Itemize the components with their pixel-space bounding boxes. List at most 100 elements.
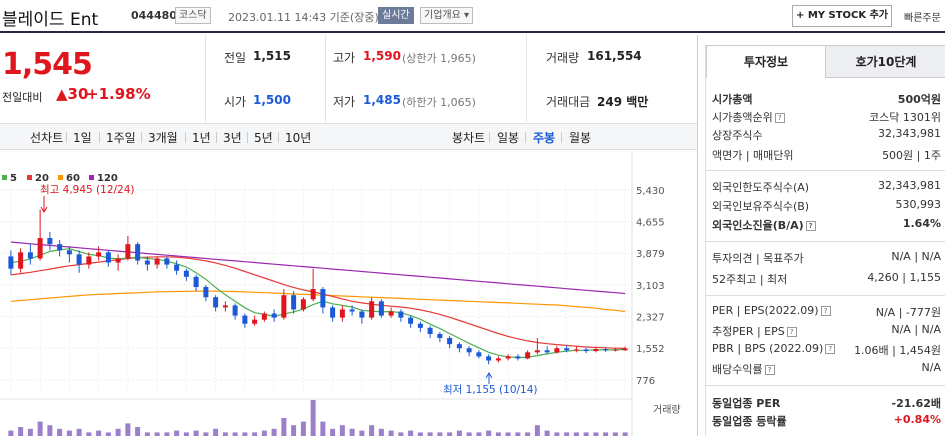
rank-label: 시가총액순위 — [712, 111, 773, 124]
company-info-dropdown[interactable]: 기업개요 ▾ — [420, 7, 474, 24]
volume-bar — [447, 432, 453, 436]
tab-1year[interactable]: 1년 — [192, 131, 211, 145]
per-label: PER | EPS(2022.09) — [712, 304, 819, 317]
volume-bar — [525, 432, 531, 436]
industry-per-label: 동일업종 PER — [712, 397, 781, 410]
legend-ma20: 20 — [35, 173, 49, 184]
candle-body — [505, 356, 511, 359]
weekly-candle-chart: 5 20 60 120 5,430 4,655 3,879 3,103 2,327 1,5… — [0, 151, 681, 436]
quick-order-link[interactable]: 빠른주문 — [904, 13, 941, 24]
help-icon[interactable]: ? — [774, 113, 785, 123]
rank-row: 시가총액순위? 코스닥 1301위 — [712, 109, 941, 127]
candle-body — [47, 238, 53, 245]
open-label: 시가 — [224, 95, 247, 109]
help-icon[interactable]: ? — [820, 306, 831, 316]
foreign-limit-value: 32,343,981 — [878, 179, 941, 192]
tab-1day[interactable]: 1일 — [73, 131, 92, 145]
candle-body — [291, 295, 297, 310]
tab-line-chart[interactable]: 선차트 — [30, 131, 64, 145]
volume-bar — [183, 432, 189, 436]
candle-body — [534, 350, 540, 353]
divider — [278, 132, 279, 143]
help-icon[interactable]: ? — [825, 344, 836, 354]
candle-body — [330, 307, 336, 318]
volume-bar — [593, 432, 599, 436]
candle-body — [456, 344, 462, 349]
foreign-hold-row: 외국인보유주식수(B) 530,993 — [712, 198, 941, 216]
candle-body — [66, 250, 72, 255]
high-annotation: 최고 4,945 (12/24) — [40, 184, 135, 213]
candle-body — [193, 276, 199, 288]
face-row: 액면가 | 매매단위 500원 | 1주 — [712, 147, 941, 165]
candle-body — [174, 264, 180, 271]
foreign-ratio-label: 외국인소진율(B/A) — [712, 219, 804, 232]
divider — [706, 241, 945, 242]
volume-bar — [564, 432, 570, 436]
candle-body — [573, 349, 579, 351]
candle-body — [27, 252, 33, 259]
industry-per-row: 동일업종 PER -21.62배 — [712, 395, 941, 413]
tab-daily[interactable]: 일봉 — [497, 131, 520, 145]
candles — [8, 209, 628, 365]
candle-body — [310, 289, 316, 300]
volume-bar — [408, 430, 414, 436]
volume-bar — [96, 430, 102, 436]
volume-bar — [261, 430, 267, 436]
tab-monthly[interactable]: 월봉 — [569, 131, 592, 145]
tab-candle-chart[interactable]: 봉차트 — [452, 131, 486, 145]
volume-label: 거래량 — [653, 404, 681, 416]
pbr-label: PBR | BPS (2022.09) — [712, 342, 824, 355]
add-mystock-button[interactable]: + MY STOCK 추가 — [792, 5, 892, 27]
divider — [99, 132, 100, 143]
candle-body — [564, 348, 570, 351]
volume-bar — [174, 430, 180, 436]
pbr-row: PBR | BPS (2022.09)? 1.06배 | 1,454원 — [712, 342, 941, 360]
help-icon[interactable]: ? — [764, 365, 775, 375]
tab-1week[interactable]: 1주일 — [106, 131, 136, 145]
opinion-value: N/A | N/A — [891, 250, 941, 263]
stock-code: 044480 — [131, 9, 177, 22]
divider — [185, 132, 186, 143]
volume-bar — [242, 432, 248, 436]
tab-10year[interactable]: 10년 — [285, 131, 312, 145]
legend-ma20-swatch — [27, 175, 32, 180]
tab-5year[interactable]: 5년 — [254, 131, 273, 145]
candle-body — [349, 309, 355, 312]
volume-bar — [115, 428, 121, 436]
legend-ma5: 5 — [10, 173, 17, 184]
high-annotation-text: 최고 4,945 (12/24) — [40, 184, 135, 196]
chevron-down-icon: ▾ — [464, 10, 470, 21]
ma60-line — [10, 290, 626, 313]
divider — [525, 132, 526, 143]
candle-body — [427, 327, 433, 334]
realtime-button[interactable]: 실시간 — [378, 7, 414, 24]
volume-bar — [300, 421, 306, 436]
tab-weekly[interactable]: 주봉 — [533, 131, 556, 145]
stock-header: 블레이드 Ent 044480 코스닥 2023.01.11 14:43 기준(… — [0, 0, 945, 33]
volume-bar — [476, 432, 482, 436]
volume-bar — [534, 425, 540, 436]
tab-invest-info[interactable]: 투자정보 — [706, 45, 826, 78]
candle-body — [252, 319, 258, 324]
help-icon[interactable]: ? — [805, 221, 816, 231]
tab-3year[interactable]: 3년 — [223, 131, 242, 145]
lower-limit: (하한가 1,065) — [402, 96, 476, 109]
volume-bars — [8, 400, 628, 436]
candle-body — [486, 356, 492, 361]
divider — [706, 385, 945, 386]
market-cap-value: 500억원 — [897, 93, 941, 106]
ma120-line — [10, 241, 626, 295]
candle-body — [544, 350, 550, 353]
volume-bar — [105, 432, 111, 436]
volume-bar — [427, 432, 433, 436]
candle-body — [359, 311, 365, 318]
tab-orderbook[interactable]: 호가10단계 — [826, 45, 945, 78]
low-label: 저가 — [333, 95, 356, 109]
high-value: 1,590 — [363, 49, 401, 63]
volume-bar — [144, 432, 150, 436]
prev-close-label: 전일 — [224, 51, 247, 65]
tab-3month[interactable]: 3개월 — [148, 131, 178, 145]
volume-bar — [252, 432, 258, 436]
divider — [205, 35, 206, 122]
help-icon[interactable]: ? — [786, 327, 797, 337]
